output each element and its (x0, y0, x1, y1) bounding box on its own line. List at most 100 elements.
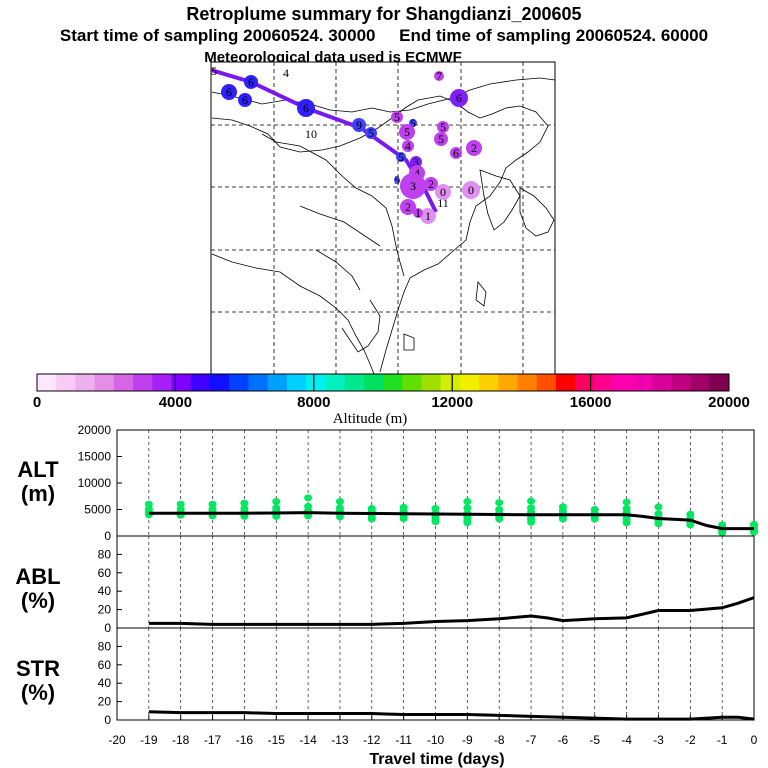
x-tick-label: -2 (685, 733, 696, 747)
y-tick-label: 0 (104, 713, 111, 727)
y-tick-label: 10000 (78, 476, 112, 490)
colorbar-swatch (440, 374, 461, 391)
colorbar-frame (36, 373, 730, 392)
y-tick-label: 80 (98, 547, 112, 561)
panel-str: 0 20 40 60 80 STR(%) (16, 627, 755, 727)
colorbar-swatch (479, 374, 499, 391)
y-tick-label: 40 (98, 676, 112, 690)
map-frame (210, 61, 556, 375)
map-cluster-label: 1 (425, 209, 431, 223)
x-tick-label: -12 (363, 733, 381, 747)
altitude-dot (431, 504, 440, 512)
x-tick-label: -16 (236, 733, 254, 747)
map-cluster-label: 3 (413, 155, 419, 169)
map-cluster-dot (244, 75, 258, 89)
y-axis-label: (m) (21, 481, 55, 506)
colorbar-tick-label: 12000 (431, 394, 473, 411)
altitude-dot (527, 504, 536, 512)
x-tick-label: -20 (108, 733, 126, 747)
altitude-dot (495, 506, 504, 513)
colorbar-swatch (421, 374, 442, 391)
map-cluster-dot (450, 147, 462, 159)
x-tick-label: -10 (427, 733, 445, 747)
map-cluster-dot (437, 121, 449, 133)
map-cluster-dot (434, 71, 444, 81)
y-axis-label: STR (16, 656, 60, 681)
colorbar-swatch (37, 374, 57, 391)
x-tick-label: -8 (494, 733, 505, 747)
x-tick-label: -15 (268, 733, 286, 747)
y-axis-label: (%) (21, 588, 55, 613)
map-cluster-dot (409, 119, 417, 127)
colorbar-tick-label: 8000 (297, 394, 330, 411)
y-tick-label: 40 (98, 584, 112, 598)
colorbar-swatch (248, 374, 269, 391)
y-tick-label: 80 (98, 639, 112, 653)
colorbar-swatch (363, 374, 384, 391)
map-cluster-label: 10 (305, 127, 317, 141)
map-cluster-dot (462, 181, 480, 199)
y-axis-label: ALT (17, 457, 59, 482)
map-cluster-dot (297, 99, 315, 117)
map-cluster-label: 5 (394, 110, 400, 124)
map-cluster-label: 2 (405, 200, 411, 214)
x-tick-label: -19 (140, 733, 158, 747)
altitude-dot (463, 498, 472, 506)
altitude-dot (335, 498, 344, 506)
map-cluster-label: 5 (404, 125, 410, 139)
x-tick-label: -3 (653, 733, 664, 747)
altitude-dot (144, 500, 153, 508)
map-cluster-label: 3 (410, 179, 416, 193)
altitude-dot (272, 498, 281, 506)
title-sampling: Start time of sampling 20060524. 30000 E… (60, 26, 708, 45)
y-axis-label: (%) (21, 680, 55, 705)
title-main: Retroplume summary for Shangdianzi_20060… (186, 4, 581, 24)
colorbar-swatch (652, 374, 672, 391)
abl-line (148, 596, 755, 626)
map-cluster-label: 7 (436, 69, 442, 83)
colorbar-swatch (113, 374, 134, 391)
colorbar-swatch (286, 374, 307, 391)
map-cluster-label: 4 (405, 139, 411, 153)
colorbar-swatch (613, 374, 634, 391)
colorbar-swatch (94, 374, 115, 391)
colorbar-tick-label: 0 (33, 394, 41, 411)
colorbar-swatch (133, 374, 153, 391)
map-cluster-dot (352, 118, 366, 132)
altitude-dot (304, 494, 313, 502)
colorbar-swatch (267, 374, 288, 391)
x-tick-label: -1 (717, 733, 728, 747)
panel-altitude: 0 5000 10000 15000 20000 ALT(m) (17, 423, 758, 543)
altitude-dot (590, 506, 599, 513)
x-tick-label: -11 (395, 733, 412, 747)
map-cluster-label: 6 (453, 146, 459, 160)
map-cluster-dot (400, 173, 426, 199)
altitude-dot (240, 504, 249, 512)
colorbar-swatch (325, 374, 346, 391)
map-cluster-dot (434, 132, 448, 146)
altitude-dot (622, 504, 631, 512)
map-inner-lines (299, 205, 381, 291)
map-coast-sea (341, 299, 381, 353)
altitude-dot (495, 499, 504, 507)
colorbar-swatch (383, 374, 403, 391)
map-island-hn (403, 333, 415, 351)
map-cluster-label: 2 (471, 141, 477, 155)
colorbar-swatch (517, 374, 538, 391)
x-tick-label: -9 (462, 733, 473, 747)
map-cluster-dot (396, 152, 406, 162)
colorbar-swatch (690, 374, 711, 391)
y-tick-label: 60 (98, 658, 112, 672)
x-tick-label: 0 (751, 733, 758, 747)
altitude-dot (750, 520, 758, 528)
y-tick-label: 20 (98, 695, 112, 709)
map-cluster-label: 6 (456, 91, 462, 105)
altitude-dot (654, 510, 663, 518)
colorbar-label: Altitude (m) (333, 411, 408, 427)
colorbar-swatch (210, 374, 230, 391)
map-cluster-label: 0 (440, 185, 446, 199)
altitude-dot (240, 499, 249, 507)
colorbar-swatch (56, 374, 76, 391)
x-tick-label: -4 (621, 733, 632, 747)
y-axis-label: ABL (15, 564, 60, 589)
